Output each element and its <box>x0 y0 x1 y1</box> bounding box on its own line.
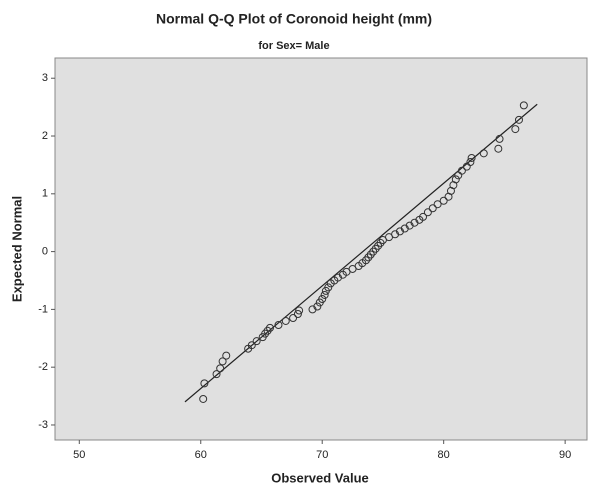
point <box>212 370 221 379</box>
point <box>467 153 476 162</box>
point <box>222 351 231 360</box>
point <box>519 101 528 110</box>
x-axis-label: Observed Value <box>271 470 369 485</box>
point <box>494 144 503 153</box>
y-tick-label: -1 <box>38 303 48 315</box>
point <box>199 394 208 403</box>
point <box>274 320 283 329</box>
point <box>218 357 227 366</box>
x-tick-label: 70 <box>316 449 328 461</box>
y-tick-label: -3 <box>38 419 48 431</box>
x-tick-label: 90 <box>559 449 571 461</box>
chart-subtitle: for Sex= Male <box>258 40 329 52</box>
x-tick-label: 60 <box>195 449 207 461</box>
point <box>265 323 274 332</box>
point <box>200 379 209 388</box>
point <box>428 204 437 213</box>
point <box>295 306 304 315</box>
x-tick-label: 50 <box>73 449 85 461</box>
chart-title: Normal Q-Q Plot of Coronoid height (mm) <box>156 11 432 27</box>
point <box>324 283 333 292</box>
point <box>419 212 428 221</box>
plot-area <box>54 57 588 441</box>
point <box>216 364 225 373</box>
y-tick-label: -2 <box>38 361 48 373</box>
point <box>511 125 520 134</box>
y-tick-label: 0 <box>42 246 48 258</box>
point <box>439 196 448 205</box>
y-axis-label: Expected Normal <box>9 196 24 302</box>
y-tick-label: 1 <box>42 188 48 200</box>
y-tick-label: 3 <box>42 72 48 84</box>
point <box>451 175 460 184</box>
point <box>514 115 523 124</box>
point <box>313 302 322 311</box>
point <box>318 294 327 303</box>
point <box>479 149 488 158</box>
point <box>252 337 261 346</box>
point <box>433 200 442 209</box>
x-tick-label: 80 <box>438 449 450 461</box>
reference-line <box>184 103 538 403</box>
point <box>281 316 290 325</box>
point <box>320 290 329 299</box>
point <box>293 310 302 319</box>
point <box>423 208 432 217</box>
point <box>495 134 504 143</box>
y-tick-label: 2 <box>42 130 48 142</box>
point <box>247 341 256 350</box>
point <box>457 166 466 175</box>
point <box>466 158 475 167</box>
point <box>289 314 298 323</box>
